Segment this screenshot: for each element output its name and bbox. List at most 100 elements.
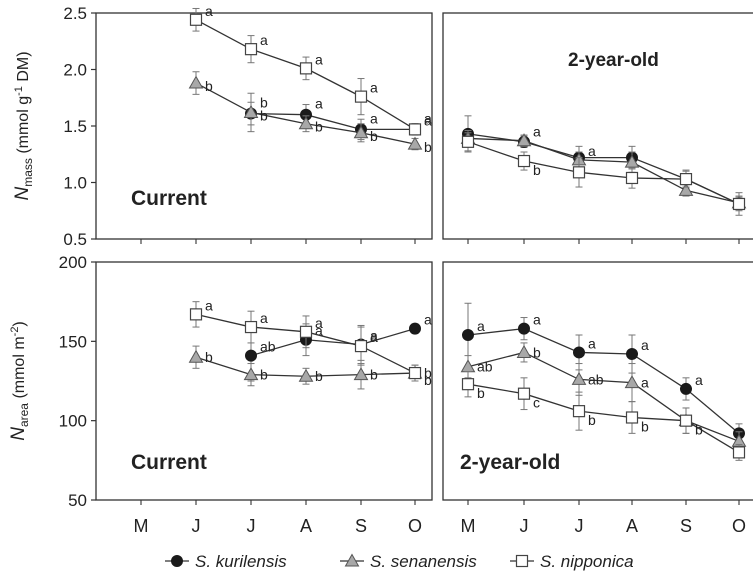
data-point	[409, 322, 421, 335]
significance-letter: b	[477, 385, 485, 401]
data-point	[298, 368, 314, 382]
data-point	[732, 197, 746, 211]
y-tick-label: 2.0	[63, 61, 87, 80]
data-point	[299, 62, 313, 75]
data-point	[572, 405, 586, 418]
significance-letter: a	[533, 124, 541, 140]
data-point	[516, 344, 532, 358]
significance-letter: b	[588, 412, 596, 428]
data-point	[244, 320, 258, 334]
x-tick-label: J	[520, 516, 529, 536]
data-point	[462, 328, 474, 341]
y-tick-label: 2.5	[63, 4, 87, 23]
legend-label: S. senanensis	[370, 552, 477, 571]
series-line	[467, 137, 740, 204]
panel-label: 2-year-old	[460, 451, 560, 474]
x-tick-label: A	[300, 516, 312, 536]
significance-letter: c	[533, 395, 540, 411]
series-line	[250, 112, 415, 131]
x-tick-label: O	[408, 516, 422, 536]
significance-letter: a	[205, 3, 213, 19]
data-point	[408, 123, 422, 136]
data-point	[188, 349, 204, 363]
significance-letter: b	[424, 365, 432, 381]
panel-label: 2-year-old	[568, 50, 659, 71]
significance-letter: a	[370, 328, 378, 344]
y-tick-label: 200	[59, 253, 87, 272]
series-s--nipponica: aa aab	[189, 297, 432, 388]
significance-letter: a	[315, 51, 323, 67]
significance-letter: a	[315, 96, 323, 112]
significance-letter: a	[424, 110, 432, 126]
legend-marker	[344, 553, 360, 567]
data-point	[243, 367, 259, 381]
data-point	[625, 171, 639, 185]
significance-letter: b	[205, 78, 213, 94]
data-point	[407, 136, 423, 150]
series-s--senanensis: aa	[460, 124, 747, 211]
legend-marker	[171, 555, 183, 567]
data-point	[299, 325, 313, 338]
data-point	[245, 349, 257, 362]
significance-letter: a	[424, 112, 432, 128]
y-axis-label-narea: Narea (mmol m-2)	[8, 321, 31, 441]
data-point	[461, 378, 475, 391]
data-point	[518, 322, 530, 335]
legend-entry: S. nipponica	[510, 552, 634, 571]
data-point	[516, 133, 532, 147]
series-s--nipponica: b c b b b	[461, 370, 746, 461]
series-s--kurilensis	[462, 115, 745, 212]
data-point	[625, 411, 639, 424]
data-point	[188, 75, 204, 89]
x-tick-label: O	[732, 516, 746, 536]
data-point	[189, 308, 203, 321]
significance-letter: a	[588, 143, 596, 159]
significance-letter: b	[315, 119, 323, 135]
significance-letter: b	[424, 139, 432, 155]
significance-letter: a	[315, 315, 323, 331]
significance-letter: a	[370, 110, 378, 126]
y-tick-label: 1.0	[63, 174, 87, 193]
y-tick-label: 1.5	[63, 117, 87, 136]
significance-letter: ab	[260, 339, 276, 355]
data-point	[517, 387, 531, 400]
data-point	[243, 104, 259, 118]
data-point	[573, 346, 585, 359]
significance-letter: a	[424, 312, 432, 328]
significance-letter: b	[424, 372, 432, 388]
significance-letter: a	[641, 375, 649, 391]
data-point	[408, 366, 422, 380]
data-point	[189, 13, 203, 26]
panel-label: Current	[131, 451, 207, 474]
panel-label: Current	[131, 187, 207, 210]
x-tick-label: S	[355, 516, 367, 536]
series-line	[467, 383, 740, 453]
significance-letter: b	[370, 128, 378, 144]
legend-label: S. nipponica	[540, 552, 634, 571]
series-line	[250, 328, 416, 357]
significance-letter: a	[370, 80, 378, 96]
significance-letter: b	[260, 95, 268, 111]
x-tick-label: J	[247, 516, 256, 536]
significance-letter: a	[370, 329, 378, 345]
data-point	[626, 348, 638, 361]
significance-letter: b	[260, 107, 268, 123]
y-tick-label: 0.5	[63, 230, 87, 249]
significance-letter: a	[315, 323, 323, 339]
significance-letter: b	[370, 367, 378, 383]
significance-letter: b	[641, 418, 649, 434]
significance-letter: b	[533, 344, 541, 360]
x-tick-label: J	[575, 516, 584, 536]
data-point	[732, 446, 746, 459]
series-s--nipponica: b	[461, 132, 746, 216]
significance-letter: a	[641, 337, 649, 353]
significance-letter: a	[533, 312, 541, 328]
legend-label: S. kurilensis	[195, 552, 287, 571]
